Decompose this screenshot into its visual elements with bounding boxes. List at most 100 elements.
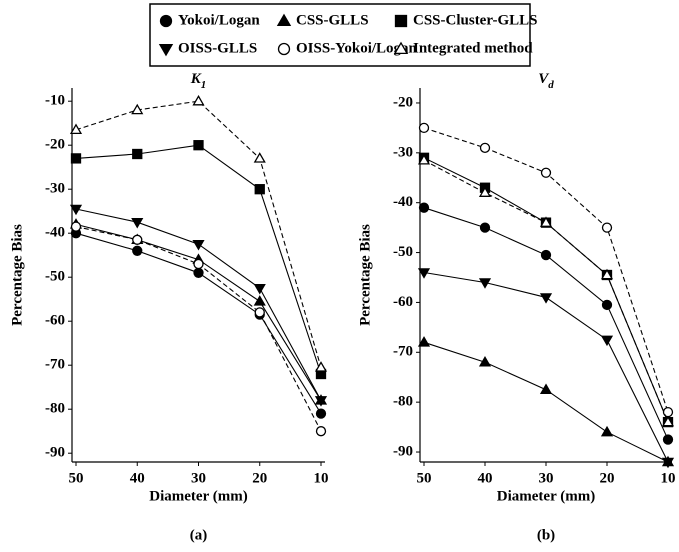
y-tick-label: -10: [45, 93, 65, 109]
marker: [70, 153, 82, 164]
y-tick-label: -90: [45, 445, 65, 461]
series-line: [423, 157, 669, 423]
legend-box: [149, 3, 531, 67]
x-tick-label: 20: [252, 470, 267, 486]
series-line: [75, 100, 322, 368]
marker: [478, 278, 492, 289]
marker: [253, 152, 266, 163]
marker: [600, 335, 614, 347]
marker: [393, 41, 409, 55]
marker: [417, 336, 431, 347]
title-subscript: d: [548, 79, 554, 91]
marker: [253, 295, 266, 306]
caption: (a): [190, 527, 208, 543]
marker: [540, 249, 552, 261]
marker: [394, 14, 408, 28]
y-tick-label: -80: [45, 401, 65, 417]
x-tick-label: 50: [417, 470, 432, 486]
x-tick-label: 10: [314, 470, 329, 486]
legend-label: CSS-Cluster-GLLS: [413, 12, 537, 28]
x-tick-label: 20: [600, 470, 615, 486]
marker: [662, 434, 674, 445]
y-tick-label: -80: [393, 394, 413, 410]
marker: [131, 217, 144, 229]
title-subscript: 1: [201, 79, 207, 91]
marker: [193, 258, 204, 270]
y-tick-label: -50: [393, 244, 413, 260]
x-tick-label: 50: [69, 470, 84, 486]
marker: [661, 415, 675, 427]
x-tick-label: 30: [191, 470, 206, 486]
title-main: K: [190, 71, 202, 87]
marker: [478, 356, 492, 367]
marker: [600, 268, 614, 280]
marker: [314, 396, 328, 407]
y-tick-label: -30: [393, 144, 413, 160]
marker: [479, 222, 491, 233]
marker: [69, 123, 83, 135]
y-tick-label: -60: [393, 294, 413, 310]
legend-label: OISS-GLLS: [178, 40, 257, 56]
series-line: [423, 207, 669, 440]
marker: [539, 216, 553, 227]
marker: [315, 408, 327, 419]
marker: [254, 307, 265, 318]
marker: [314, 361, 328, 372]
marker: [193, 140, 204, 151]
y-axis-label: Percentage Bias: [357, 224, 373, 326]
legend-label: Integrated method: [413, 40, 533, 56]
marker: [478, 186, 492, 197]
marker: [601, 299, 613, 311]
legend-label: Yokoi/Logan: [178, 12, 260, 28]
marker: [192, 239, 205, 251]
marker: [158, 43, 174, 57]
marker: [193, 267, 204, 278]
y-tick-label: -40: [393, 194, 413, 210]
marker: [132, 148, 143, 160]
marker: [661, 457, 675, 469]
x-tick-label: 10: [661, 470, 676, 486]
marker: [70, 221, 82, 232]
marker: [418, 202, 430, 213]
marker: [132, 234, 143, 245]
marker: [254, 184, 265, 195]
series-line: [75, 208, 322, 401]
caption: (b): [537, 527, 555, 543]
marker: [132, 245, 143, 256]
y-axis-label: Percentage Bias: [9, 224, 25, 326]
chart-title: Vd: [538, 71, 554, 90]
series-line: [75, 223, 322, 401]
marker: [417, 154, 431, 165]
y-tick-label: -20: [45, 137, 65, 153]
x-axis-label: Diameter (mm): [149, 488, 247, 504]
marker: [253, 283, 266, 295]
marker: [539, 293, 553, 304]
legend-label: OISS-Yokoi/Logan: [296, 40, 418, 56]
marker: [600, 425, 614, 437]
marker: [131, 103, 144, 115]
x-tick-label: 40: [478, 470, 493, 486]
marker: [192, 94, 205, 106]
series-line: [423, 341, 669, 463]
marker: [276, 13, 292, 27]
y-tick-label: -70: [393, 344, 413, 360]
marker: [69, 204, 83, 216]
marker: [277, 42, 291, 56]
marker: [418, 122, 430, 134]
x-tick-label: 40: [130, 470, 145, 486]
y-tick-label: -90: [393, 443, 413, 459]
marker: [417, 268, 431, 279]
marker: [601, 222, 613, 233]
y-tick-label: -50: [45, 269, 65, 285]
y-tick-label: -70: [45, 357, 65, 373]
y-tick-label: -30: [45, 181, 65, 197]
x-tick-label: 30: [539, 470, 554, 486]
marker: [315, 426, 327, 437]
marker: [539, 383, 553, 394]
y-tick-label: -60: [45, 313, 65, 329]
title-main: V: [538, 71, 550, 87]
marker: [159, 14, 173, 28]
legend-label: CSS-GLLS: [296, 12, 369, 28]
x-axis-label: Diameter (mm): [497, 488, 595, 504]
